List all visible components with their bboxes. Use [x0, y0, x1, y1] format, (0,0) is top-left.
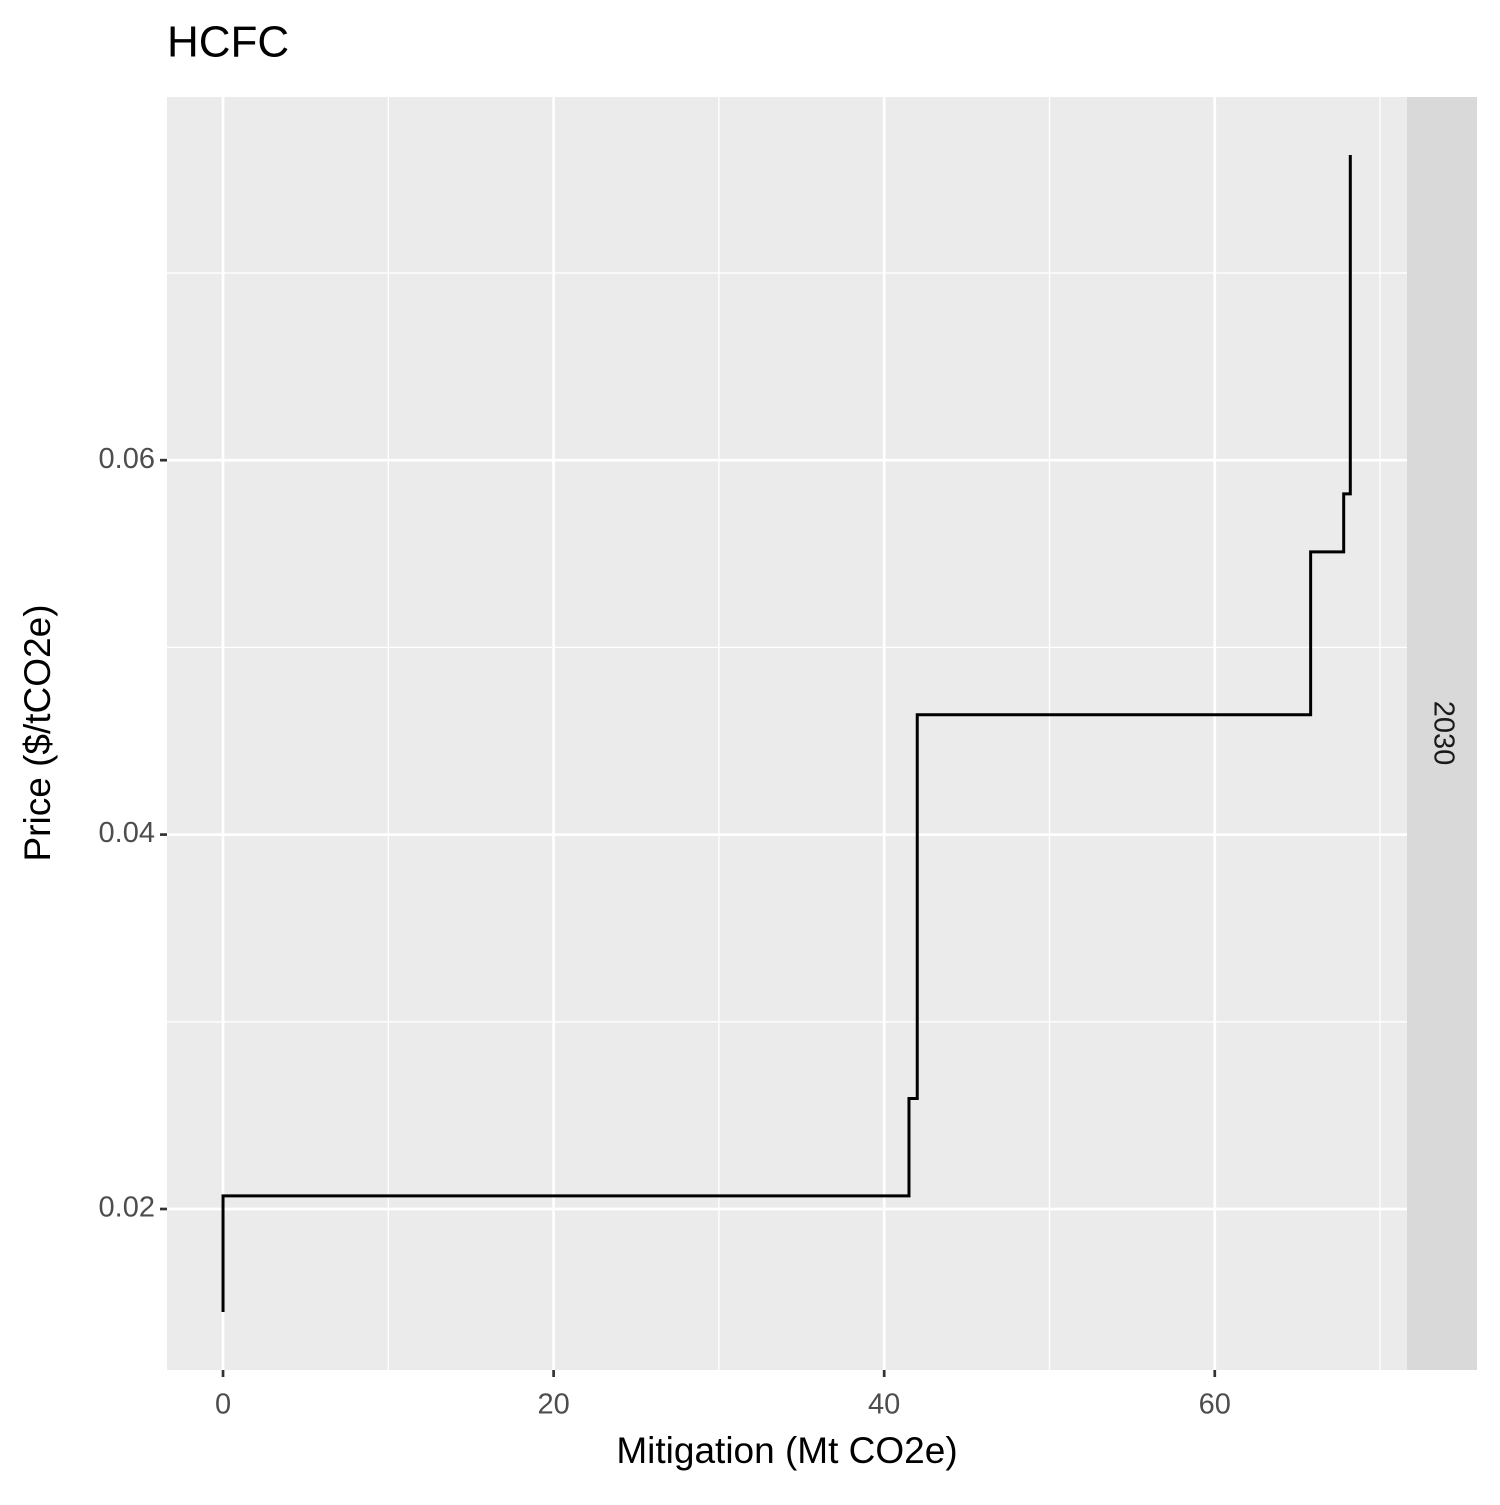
line — [221, 155, 1352, 1312]
y-tick-label: 0.02 — [99, 1192, 155, 1224]
panel — [167, 97, 1407, 1370]
y-tick-label: 0.04 — [99, 817, 155, 849]
facet-strip — [1407, 97, 1477, 1370]
x-tick-label: 60 — [1199, 1389, 1231, 1421]
x-tick-label: 20 — [537, 1389, 569, 1421]
y-tick-label: 0.06 — [99, 443, 155, 475]
y-axis-label: Price ($/tCO2e) — [17, 604, 58, 861]
chart-title: HCFC — [167, 18, 289, 67]
x-tick-label: 40 — [868, 1389, 900, 1421]
x-tick-label: 0 — [215, 1389, 231, 1421]
facet-label: 2030 — [1427, 701, 1459, 766]
x-axis-label: Mitigation (Mt CO2e) — [616, 1430, 957, 1471]
